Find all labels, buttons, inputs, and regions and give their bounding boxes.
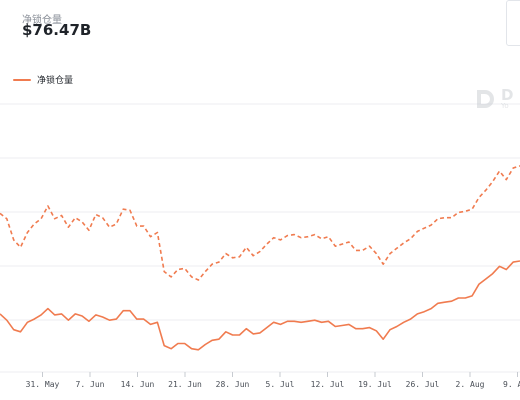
series-line-dashed[interactable] bbox=[0, 165, 520, 281]
x-tick-label: 12. Jul bbox=[311, 380, 345, 389]
logo-icon bbox=[477, 90, 494, 108]
x-tick-label: 14. Jun bbox=[121, 380, 155, 389]
series-line[interactable] bbox=[0, 260, 520, 351]
chart-toolbar-button[interactable] bbox=[506, 0, 520, 46]
x-tick-label: 7. Jun bbox=[76, 380, 105, 389]
x-tick-label: 26. Jul bbox=[406, 380, 440, 389]
x-tick-label: 9. Aug bbox=[503, 380, 520, 389]
x-tick-label: 2. Aug bbox=[456, 380, 485, 389]
legend-swatch bbox=[13, 78, 31, 81]
series-group bbox=[0, 165, 520, 351]
legend[interactable]: 净锁仓量 bbox=[13, 73, 73, 86]
legend-label: 净锁仓量 bbox=[37, 76, 74, 86]
x-tick-label: 5. Jul bbox=[266, 380, 295, 389]
watermark-brand: D bbox=[501, 85, 514, 104]
x-tick-label: 31. May bbox=[26, 380, 60, 389]
watermark-logo: D Yo bbox=[475, 85, 514, 110]
watermark-sub: Yo bbox=[501, 101, 509, 110]
x-tick-label: 21. Jun bbox=[168, 380, 202, 389]
grid-lines bbox=[0, 103, 520, 373]
metric-label: 净锁仓量 bbox=[22, 15, 62, 26]
x-tick-label: 28. Jun bbox=[216, 380, 250, 389]
x-tick-label: 19. Jul bbox=[358, 380, 392, 389]
metric-value: $76.47B bbox=[22, 21, 92, 39]
